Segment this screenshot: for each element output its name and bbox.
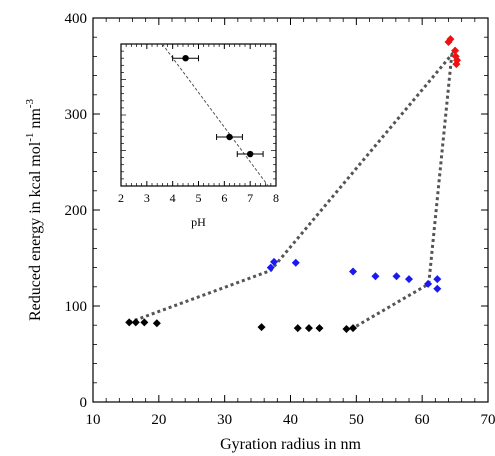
data-point-series-2: [405, 275, 413, 284]
y-axis-title: Reduced energy in kcal mol-1 nm-3: [24, 99, 44, 321]
x-tick-label: 60: [415, 412, 430, 428]
data-point-series-1: [152, 319, 161, 328]
y-axis-title-main: Reduced energy in kcal mol: [27, 141, 44, 321]
x-tick-label: 50: [349, 412, 364, 428]
data-point-series-1: [304, 324, 313, 333]
data-point-series-1: [293, 324, 302, 333]
data-point-series-2: [349, 267, 358, 276]
inset-data-point: [226, 133, 233, 141]
connecting-path-line: [128, 49, 454, 330]
data-point-series-1: [257, 323, 266, 332]
inset-x-tick-label: 6: [221, 191, 227, 205]
y-tick-label: 200: [65, 203, 88, 219]
x-tick-label: 70: [481, 412, 495, 428]
inset-plot: 2 3 4 5 6 7 8: [118, 43, 279, 205]
data-point-series-2: [371, 272, 380, 281]
inset-x-tick-label: 3: [144, 191, 150, 205]
main-plot: 10 20 30 40 50 60 70 0 100 200 300 400: [65, 11, 495, 428]
data-point-series-3: [451, 46, 460, 55]
data-point-series-2: [266, 263, 275, 272]
inset-fit-line: [161, 43, 269, 187]
data-point-series-1: [315, 324, 324, 333]
inset-x-tick-label: 7: [247, 191, 253, 205]
y-tick-label: 100: [65, 299, 88, 315]
inset-data-point: [246, 150, 254, 158]
inset-x-tick-label: 8: [273, 191, 279, 205]
inset-x-axis-title: pH: [191, 215, 206, 229]
y-tick-label: 400: [65, 11, 88, 27]
inset-data-point: [182, 55, 189, 62]
data-point-series-2: [433, 275, 442, 284]
y-axis-title-mid: nm: [27, 108, 44, 133]
inset-x-tick-label: 2: [118, 191, 124, 205]
x-axis-title: Gyration radius in nm: [220, 436, 361, 453]
data-point-series-1: [342, 325, 351, 334]
data-point-series-1: [349, 324, 358, 333]
data-point-series-3: [446, 35, 455, 44]
data-point-series-1: [125, 318, 134, 327]
y-axis-title-sup2: -3: [24, 99, 36, 109]
inset-x-tick-label: 4: [170, 191, 176, 205]
y-axis-title-sup1: -1: [24, 133, 36, 142]
data-point-series-1: [131, 318, 140, 327]
data-point-series-2: [392, 272, 401, 281]
y-tick-label: 0: [80, 395, 88, 411]
data-point-series-1: [140, 318, 149, 327]
y-tick-label: 300: [65, 107, 88, 123]
x-tick-label: 20: [151, 412, 166, 428]
data-point-series-2: [291, 258, 300, 267]
data-point-series-2: [433, 284, 442, 293]
x-tick-label: 40: [283, 412, 298, 428]
x-tick-label: 10: [86, 412, 101, 428]
x-tick-label: 30: [217, 412, 232, 428]
data-point-series-3: [453, 56, 462, 65]
inset-x-tick-label: 5: [196, 191, 202, 205]
data-point-series-2: [270, 257, 279, 266]
data-point-series-2: [424, 279, 433, 288]
